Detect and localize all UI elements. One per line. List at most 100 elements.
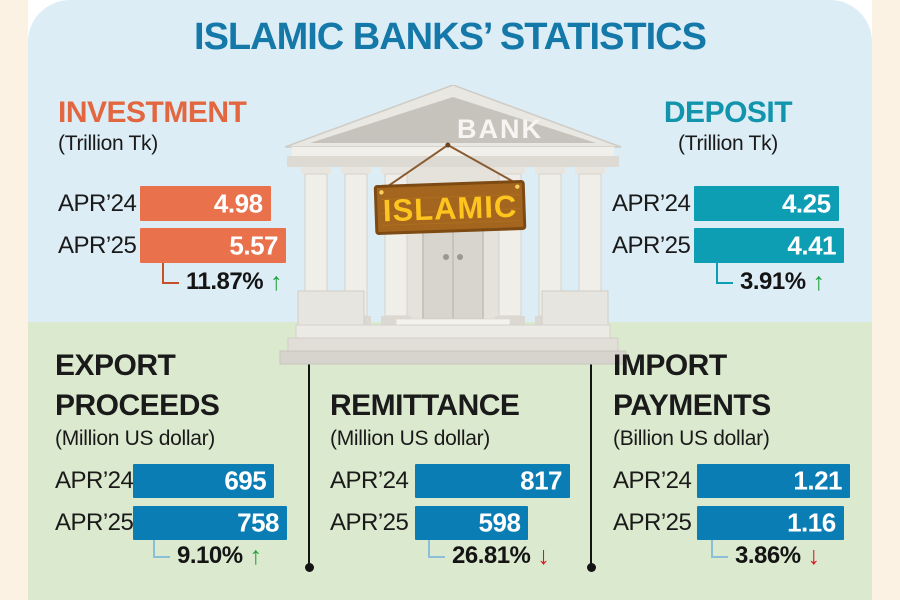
trend-up-icon: ↑: [812, 268, 826, 296]
change-row: 9.10% ↑: [153, 540, 263, 570]
section-title: INVESTMENT: [58, 96, 247, 129]
section-title: DEPOSIT: [663, 96, 793, 129]
door-handle: [457, 254, 463, 260]
pediment-inner: [310, 97, 596, 143]
bar-value: 758: [237, 507, 279, 538]
bar-rows: APR’24 4.25 APR’25 4.41: [612, 186, 844, 270]
value-bar: 1.16: [697, 506, 844, 540]
trend-down-icon: ↓: [807, 542, 821, 570]
bar-track: 598: [415, 506, 570, 540]
bottom-panel: [28, 322, 872, 600]
bank-pediment-label: BANK: [457, 114, 543, 144]
section-title-area: EXPORT PROCEEDS: [55, 338, 287, 426]
trend-up-icon: ↑: [249, 542, 263, 570]
change-percent: 11.87%: [186, 268, 264, 295]
value-bar: 5.57: [140, 228, 286, 263]
pedestal-left: [297, 290, 365, 326]
bar-row: APR’25 4.41: [612, 228, 844, 263]
bar-value: 4.98: [213, 188, 263, 218]
section-title: REMITTANCE: [330, 389, 520, 422]
row-label: APR’25: [612, 231, 691, 259]
bar-track: 695: [133, 464, 287, 498]
bar-value: 1.21: [793, 465, 842, 496]
change-row: 3.86% ↓: [711, 540, 821, 570]
bar-value: 695: [224, 465, 267, 496]
sign-nail: [379, 190, 384, 195]
section-unit: (Trillion Tk): [58, 132, 158, 155]
bar-track: 1.21: [697, 464, 850, 498]
bar-track: 817: [415, 464, 570, 498]
section-deposit: DEPOSIT (Trillion Tk) APR’24 4.25 APR’25…: [612, 96, 844, 306]
value-bar: 695: [133, 464, 275, 498]
change-percent: 9.10%: [177, 542, 243, 569]
page-title: ISLAMIC BANKS’ STATISTICS: [194, 16, 707, 58]
bar-value: 5.57: [229, 230, 278, 260]
change-connector: [428, 540, 445, 558]
bar-row: APR’25 598: [330, 506, 570, 540]
row-label: APR’24: [613, 467, 692, 494]
row-label: APR’24: [58, 189, 137, 217]
section-title-area: REMITTANCE: [330, 338, 570, 426]
bar-track: 1.16: [697, 506, 850, 540]
bar-value: 4.25: [781, 188, 831, 218]
value-bar: 4.41: [694, 228, 844, 263]
value-bar: 4.98: [140, 186, 271, 221]
entablature: [292, 147, 614, 156]
section-unit: (Billion US dollar): [613, 427, 770, 450]
islamic-sign: ISLAMIC: [373, 142, 527, 235]
rope-nail: [445, 142, 451, 148]
pedestal-right: [541, 290, 609, 326]
bar-rows: APR’24 1.21 APR’25 1.16: [613, 464, 850, 548]
section-title: IMPORT: [613, 349, 727, 382]
section-unit: (Million US dollar): [330, 427, 491, 450]
bar-row: APR’24 4.25: [612, 186, 844, 221]
divider-line: [590, 334, 592, 566]
bar-rows: APR’24 695 APR’25 758: [55, 464, 287, 548]
divider-line: [308, 334, 310, 566]
section-title: PAYMENTS: [613, 389, 771, 422]
section-import-payments: IMPORT PAYMENTS (Billion US dollar) APR’…: [613, 338, 850, 588]
change-connector: [162, 263, 179, 284]
bar-track: 4.98: [140, 186, 286, 221]
section-title: EXPORT: [55, 349, 176, 382]
row-label: APR’25: [613, 509, 692, 536]
section-title-area: IMPORT PAYMENTS: [613, 338, 850, 426]
section-unit: (Million US dollar): [55, 427, 216, 450]
value-bar: 1.21: [697, 464, 850, 498]
section-title: PROCEEDS: [55, 389, 220, 422]
row-label: APR’24: [55, 467, 134, 494]
bar-value: 1.16: [787, 507, 836, 538]
divider-dot: [587, 563, 596, 572]
bar-row: APR’24 4.98: [58, 186, 286, 221]
change-row: 11.87% ↑: [162, 263, 283, 296]
bar-rows: APR’24 4.98 APR’25 5.57: [58, 186, 286, 270]
bar-track: 5.57: [140, 228, 286, 263]
islamic-sign-label: ISLAMIC: [382, 189, 518, 229]
door-handle: [443, 254, 449, 260]
row-label: APR’24: [330, 467, 409, 494]
change-row: 26.81% ↓: [428, 540, 550, 570]
bar-row: APR’25 1.16: [613, 506, 850, 540]
bank-building-illustration: BANK: [278, 84, 628, 370]
change-percent: 3.86%: [735, 542, 801, 569]
section-investment: INVESTMENT (Trillion Tk) APR’24 4.98 APR…: [58, 96, 286, 306]
section-remittance: REMITTANCE (Million US dollar) APR’24 81…: [330, 338, 570, 588]
bar-track: 4.25: [694, 186, 844, 221]
value-bar: 758: [133, 506, 287, 540]
row-label: APR’24: [612, 189, 691, 217]
rope-left: [382, 144, 449, 191]
bar-value: 598: [478, 507, 521, 538]
change-connector: [716, 263, 733, 284]
change-connector: [153, 540, 170, 558]
bar-rows: APR’24 817 APR’25 598: [330, 464, 570, 548]
steps: [279, 318, 627, 365]
frame-right: [872, 0, 900, 600]
bar-value: 817: [520, 465, 562, 496]
bar-row: APR’25 758: [55, 506, 287, 540]
bank-building-svg: BANK: [279, 84, 627, 365]
bar-row: APR’24 817: [330, 464, 570, 498]
change-connector: [711, 540, 728, 558]
row-label: APR’25: [58, 231, 137, 259]
divider-dot: [305, 563, 314, 572]
value-bar: 598: [415, 506, 529, 540]
